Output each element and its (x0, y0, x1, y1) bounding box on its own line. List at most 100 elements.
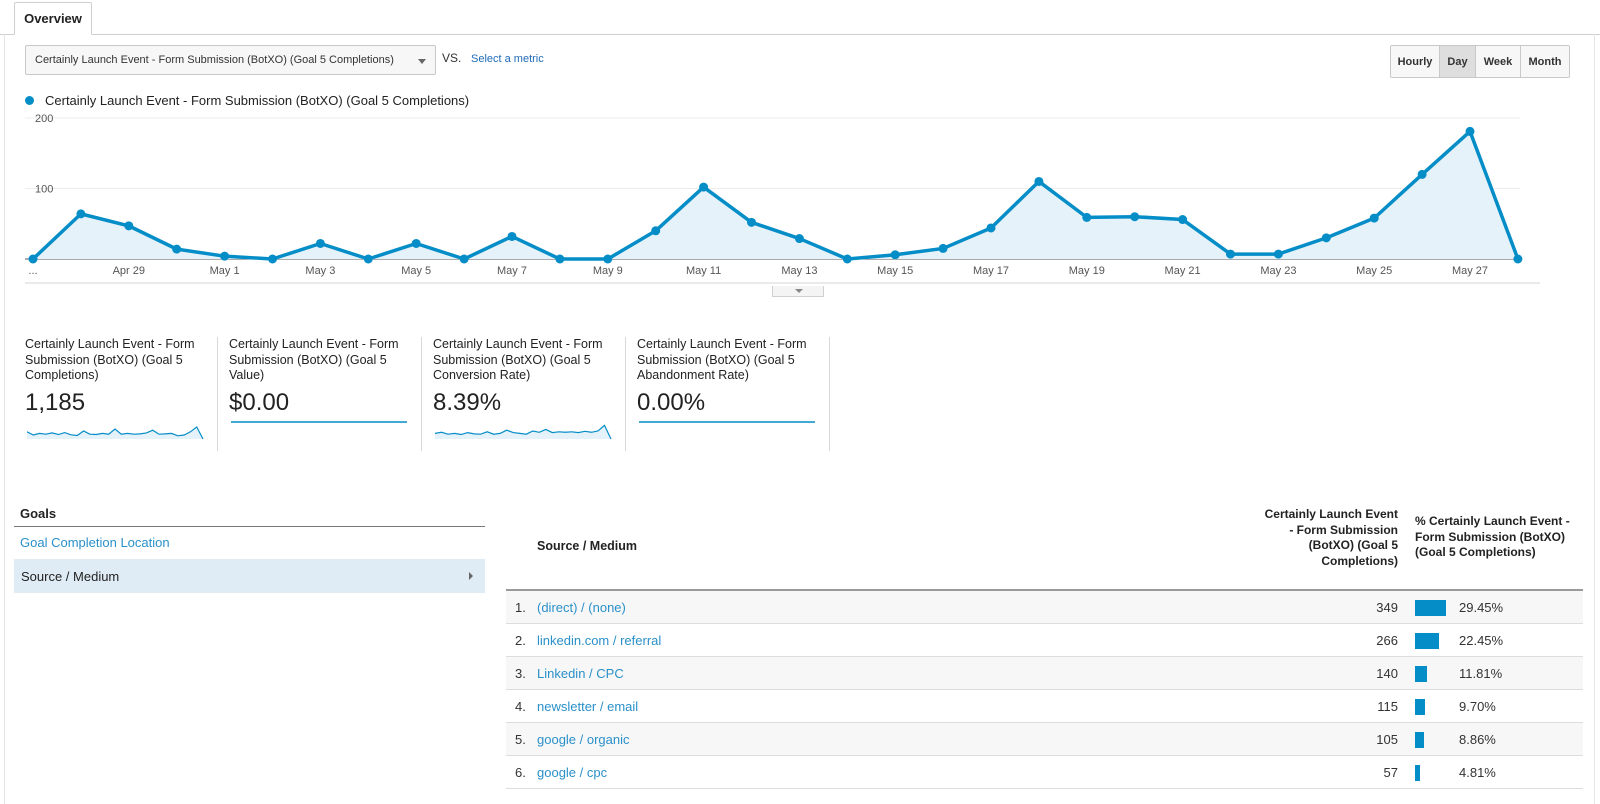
scorecard-title: Certainly Launch Event - Form Submission… (229, 337, 399, 382)
period-day-button[interactable]: Day (1440, 46, 1476, 77)
scorecard-divider (625, 337, 626, 451)
source-medium-link[interactable]: linkedin.com / referral (537, 633, 662, 648)
x-tick-label: May 25 (1356, 265, 1392, 277)
percent-value: 22.45% (1459, 633, 1504, 648)
x-tick-label: May 5 (401, 265, 431, 277)
x-tick-label: May 27 (1452, 265, 1488, 277)
chevron-right-icon (469, 572, 473, 580)
sparkline (435, 424, 612, 440)
sparkline-area (27, 427, 203, 439)
x-tick-label: May 19 (1069, 265, 1105, 277)
percent-value: 29.45% (1459, 600, 1504, 615)
table-row: 2. linkedin.com / referral 266 22.45% (506, 624, 1583, 657)
table-row: 4. newsletter / email 115 9.70% (506, 690, 1583, 723)
goals-heading: Goals (20, 506, 57, 521)
x-tick-label: ... (28, 265, 37, 277)
percent-value: 4.81% (1459, 765, 1496, 780)
legend-marker (25, 96, 34, 105)
x-tick-label: May 1 (210, 265, 240, 277)
scorecard-conversion-rate[interactable]: Certainly Launch Event - Form Submission… (433, 337, 620, 449)
data-point (1178, 215, 1188, 225)
metric-dropdown[interactable]: Certainly Launch Event - Form Submission… (25, 45, 436, 75)
data-point (28, 254, 38, 264)
table-row: 6. google / cpc 57 4.81% (506, 756, 1583, 789)
percent-value: 8.86% (1459, 732, 1496, 747)
data-point (1513, 254, 1523, 264)
period-month-button[interactable]: Month (1521, 46, 1569, 77)
tab-overview[interactable]: Overview (14, 2, 92, 35)
column-header-percent[interactable]: % Certainly Launch Event - Form Submissi… (1415, 514, 1570, 559)
data-point (1130, 212, 1140, 222)
source-medium-link[interactable]: google / organic (537, 732, 630, 747)
column-header-completions[interactable]: Certainly Launch Event - Form Submission… (1264, 507, 1398, 568)
scorecard-title: Certainly Launch Event - Form Submission… (433, 337, 603, 382)
source-medium-link[interactable]: newsletter / email (537, 699, 639, 714)
percent-value: 11.81% (1459, 666, 1503, 681)
data-point (938, 243, 948, 253)
x-tick-label: May 15 (877, 265, 913, 277)
sparkline (27, 426, 204, 440)
row-index: 5. (515, 732, 526, 747)
series-line (31, 129, 1520, 261)
chevron-down-icon (795, 289, 803, 293)
data-point (220, 251, 230, 261)
y-tick-label: 200 (35, 113, 53, 125)
x-tick-label: May 9 (593, 265, 623, 277)
data-point (699, 182, 709, 192)
source-medium-link[interactable]: Linkedin / CPC (537, 666, 624, 681)
source-medium-link[interactable]: (direct) / (none) (537, 600, 626, 615)
data-point (1465, 126, 1475, 136)
frame-border-right (1594, 34, 1595, 804)
data-point (363, 254, 373, 264)
x-tick-label: May 11 (686, 265, 721, 277)
select-metric-link[interactable]: Select a metric (471, 53, 544, 65)
scorecard-value-metric[interactable]: Certainly Launch Event - Form Submission… (229, 337, 416, 449)
completions-value: 140 (1376, 666, 1398, 681)
goals-item-source-medium[interactable]: Source / Medium (14, 559, 485, 593)
data-point (124, 221, 134, 231)
data-point (1226, 249, 1235, 259)
metric-dropdown-value: Certainly Launch Event - Form Submission… (35, 54, 394, 66)
x-tick-label: May 23 (1260, 265, 1296, 277)
goals-divider (14, 526, 485, 527)
sparkline-line (27, 426, 204, 440)
data-point (1273, 249, 1283, 259)
source-medium-link[interactable]: google / cpc (537, 765, 608, 780)
scorecard-title: Certainly Launch Event - Form Submission… (25, 337, 195, 382)
chart-collapse-handle[interactable] (772, 286, 824, 297)
scorecard-value: 0.00% (637, 389, 706, 416)
x-tick-label: May 13 (781, 265, 817, 277)
data-point (794, 234, 804, 244)
scorecard-completions[interactable]: Certainly Launch Event - Form Submission… (25, 337, 212, 449)
completions-value: 115 (1377, 699, 1398, 714)
frame-border-left (4, 34, 5, 804)
column-header-source[interactable]: Source / Medium (537, 539, 638, 553)
data-point (76, 209, 86, 219)
data-point (1417, 169, 1427, 179)
row-index: 1. (515, 600, 526, 615)
x-tick-label: May 7 (497, 265, 527, 277)
period-week-button[interactable]: Week (1476, 46, 1521, 77)
goals-item-completion-location[interactable]: Goal Completion Location (20, 535, 170, 550)
data-point (747, 217, 756, 227)
scorecard-value: 8.39% (433, 389, 502, 416)
percent-bar (1415, 699, 1425, 715)
completions-value: 349 (1376, 600, 1398, 615)
sparkline-area (435, 425, 611, 439)
percent-bar (1415, 600, 1446, 616)
scorecard-divider (421, 337, 422, 451)
row-index: 6. (515, 765, 526, 780)
data-point (1321, 233, 1331, 243)
area-fill (33, 131, 1518, 259)
percent-bar (1415, 666, 1427, 682)
data-point (411, 238, 421, 248)
scorecard-divider (829, 337, 830, 451)
period-toggle: Hourly Day Week Month (1390, 45, 1570, 78)
data-point (172, 244, 182, 254)
scorecard-value: 1,185 (25, 389, 86, 416)
x-tick-label: May 21 (1165, 265, 1201, 277)
data-point (603, 254, 613, 264)
period-hourly-button[interactable]: Hourly (1391, 46, 1440, 77)
scorecard-abandonment-rate[interactable]: Certainly Launch Event - Form Submission… (637, 337, 824, 449)
legend-label: Certainly Launch Event - Form Submission… (45, 93, 470, 108)
